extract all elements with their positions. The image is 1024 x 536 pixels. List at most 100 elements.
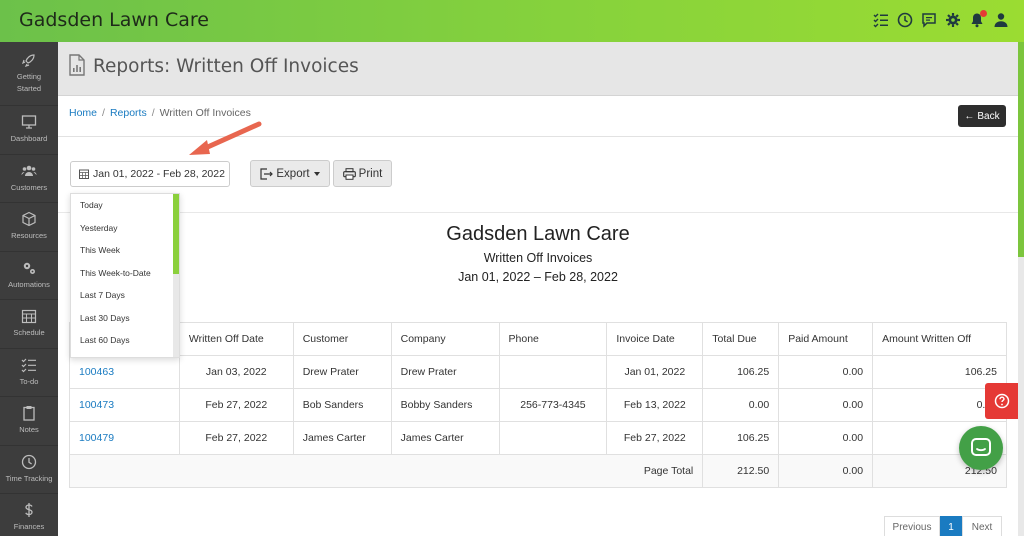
- gear-icon[interactable]: [944, 10, 962, 30]
- date-option-last-7-days[interactable]: Last 7 Days: [80, 290, 125, 301]
- date-range-picker[interactable]: Jan 01, 2022 - Feb 28, 2022: [70, 161, 230, 187]
- main-content: Home / Reports / Written Off Invoices ← Back …: [58, 96, 1018, 536]
- dropdown-scrollbar[interactable]: [173, 194, 179, 357]
- date-option-this-week[interactable]: This Week: [80, 245, 120, 256]
- rocket-icon: [21, 54, 35, 68]
- table-row: 100463 Jan 03, 2022 Drew Prater Drew Pra…: [69, 355, 1007, 389]
- amount-written-off-cell: 106.25: [872, 355, 1007, 389]
- invoice-link[interactable]: 100473: [69, 388, 180, 422]
- sidebar-item-todo[interactable]: To-do: [0, 349, 58, 397]
- company-cell: Drew Prater: [390, 355, 500, 389]
- total-due-cell: 106.25: [702, 421, 780, 455]
- table-row: 100479 Feb 27, 2022 James Carter James C…: [69, 421, 1007, 455]
- date-range-dropdown: Today Yesterday This Week This Week-to-D…: [70, 193, 180, 358]
- sidebar-item-time-tracking[interactable]: Time Tracking: [0, 446, 58, 494]
- invoice-date-cell: Feb 27, 2022: [606, 421, 704, 455]
- help-button[interactable]: [985, 383, 1018, 419]
- phone-cell: [498, 355, 608, 389]
- table-row: 100473 Feb 27, 2022 Bob Sanders Bobby Sa…: [69, 388, 1007, 422]
- breadcrumb-home[interactable]: Home: [69, 107, 98, 119]
- top-icons: [872, 10, 1010, 30]
- divider: [58, 136, 1018, 137]
- print-button[interactable]: Print: [333, 160, 392, 187]
- bell-icon[interactable]: [968, 10, 987, 30]
- annotation-arrow: [189, 121, 262, 155]
- breadcrumb-current: Written Off Invoices: [159, 107, 251, 119]
- column-header-phone: Phone: [498, 322, 608, 356]
- invoice-link[interactable]: 100479: [69, 421, 180, 455]
- sidebar-item-dashboard[interactable]: Dashboard: [0, 106, 58, 155]
- chat-icon[interactable]: [920, 10, 938, 30]
- phone-cell: [498, 421, 608, 455]
- monitor-icon: [21, 115, 37, 129]
- report-name: Written Off Invoices: [483, 251, 593, 265]
- todo-icon: [21, 358, 36, 373]
- sidebar: Getting Started Dashboard Customers Reso…: [0, 42, 58, 536]
- help-icon: [994, 393, 1009, 409]
- sidebar-item-resources[interactable]: Resources: [0, 203, 58, 252]
- printer-icon: [342, 167, 356, 180]
- paid-amount-cell: 0.00: [778, 355, 874, 389]
- column-header-written-off-date: Written Off Date: [178, 322, 294, 356]
- checklist-icon[interactable]: [872, 10, 890, 30]
- page-header: Reports: Written Off Invoices: [58, 42, 1018, 96]
- written-off-date-cell: Feb 27, 2022: [178, 388, 294, 422]
- customer-cell: James Carter: [292, 421, 392, 455]
- pagination-previous[interactable]: Previous: [884, 516, 940, 536]
- written-off-date-cell: Feb 27, 2022: [178, 421, 294, 455]
- page-scrollbar[interactable]: [1018, 42, 1024, 536]
- customer-cell: Drew Prater: [292, 355, 392, 389]
- date-option-this-week-to-date[interactable]: This Week-to-Date: [80, 267, 151, 278]
- table-header-row: Written Off Date Customer Company Phone …: [69, 322, 1007, 356]
- pagination-page-1[interactable]: 1: [940, 516, 962, 536]
- arrow-left-icon: ←: [964, 110, 975, 122]
- chevron-down-icon: [313, 171, 320, 176]
- clock-icon[interactable]: [896, 10, 914, 30]
- table-total-row: Page Total 212.50 0.00 212.50: [68, 454, 1007, 488]
- column-header-invoice-date: Invoice Date: [606, 322, 704, 356]
- date-option-yesterday[interactable]: Yesterday: [80, 222, 118, 233]
- page-total-label: Page Total: [68, 454, 704, 488]
- page-scrollbar-thumb[interactable]: [1018, 42, 1024, 257]
- column-header-company: Company: [390, 322, 500, 356]
- notification-dot: [980, 10, 987, 17]
- sidebar-item-finances[interactable]: Finances: [0, 494, 58, 536]
- top-bar: Gadsden Lawn Care: [0, 0, 1024, 42]
- export-icon: [260, 167, 274, 180]
- pagination-next[interactable]: Next: [962, 516, 1002, 536]
- column-header-paid-amount: Paid Amount: [778, 322, 874, 356]
- user-icon[interactable]: [992, 10, 1010, 30]
- date-option-last-30-days[interactable]: Last 30 Days: [80, 312, 130, 323]
- paid-amount-sum: 0.00: [778, 454, 874, 488]
- dollar-icon: [25, 503, 33, 518]
- calendar-icon: [79, 169, 89, 179]
- users-icon: [21, 165, 37, 176]
- gears-icon: [23, 262, 35, 274]
- total-due-cell: 106.25: [702, 355, 780, 389]
- sidebar-item-notes[interactable]: Notes: [0, 397, 58, 446]
- sidebar-item-automations[interactable]: Automations: [0, 252, 58, 300]
- invoice-link[interactable]: 100463: [69, 355, 180, 389]
- breadcrumb-reports[interactable]: Reports: [109, 107, 147, 119]
- clock-icon: [21, 454, 37, 469]
- total-due-sum: 212.50: [702, 454, 780, 488]
- chat-launcher-button[interactable]: [959, 426, 1003, 470]
- sidebar-item-getting-started[interactable]: Getting Started: [0, 42, 58, 106]
- total-due-cell: 0.00: [702, 388, 780, 422]
- dropdown-scrollbar-thumb[interactable]: [173, 194, 179, 274]
- sidebar-item-customers[interactable]: Customers: [0, 155, 58, 203]
- report-date-range: Jan 01, 2022 – Feb 28, 2022: [458, 270, 618, 284]
- calendar-icon: [21, 310, 37, 324]
- box-icon: [22, 212, 36, 227]
- pagination: Previous 1 Next: [884, 516, 1002, 536]
- date-option-today[interactable]: Today: [80, 200, 103, 211]
- back-button[interactable]: ← Back: [958, 105, 1006, 127]
- invoice-date-cell: Jan 01, 2022: [606, 355, 704, 389]
- column-header-customer: Customer: [292, 322, 392, 356]
- export-button[interactable]: Export: [250, 160, 330, 187]
- page-title: Reports: Written Off Invoices: [93, 56, 359, 77]
- paid-amount-cell: 0.00: [778, 388, 874, 422]
- customer-cell: Bob Sanders: [292, 388, 392, 422]
- date-option-last-60-days[interactable]: Last 60 Days: [80, 335, 130, 346]
- sidebar-item-schedule[interactable]: Schedule: [0, 300, 58, 349]
